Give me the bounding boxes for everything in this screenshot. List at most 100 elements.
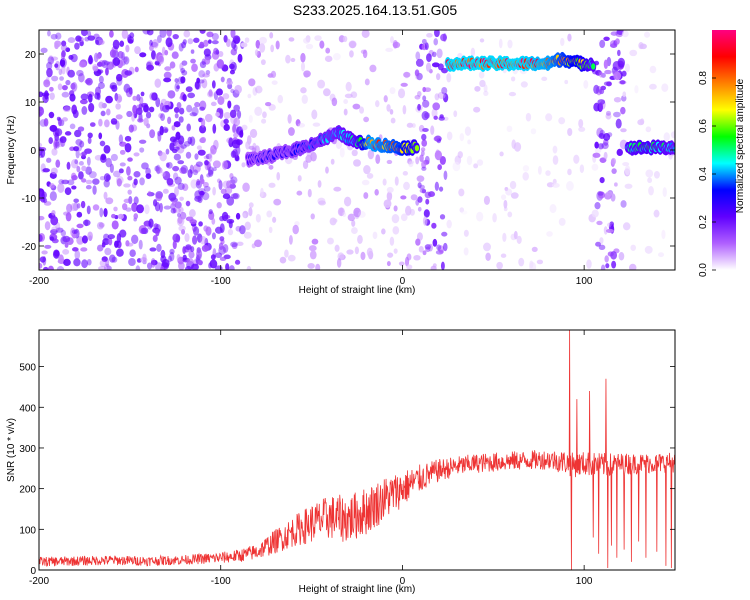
spectrogram-noise-cell [400, 82, 408, 87]
spectrogram-noise-cell [163, 205, 172, 210]
spectrogram-noise-cell [229, 265, 235, 270]
spectrogram-noise-cell [175, 131, 181, 141]
spectrogram-noise-cell [212, 123, 217, 134]
spectrogram-noise-cell [473, 163, 479, 169]
spectrogram-noise-cell [48, 137, 53, 145]
spectrogram-noise-cell [201, 78, 208, 89]
spectrogram-noise-cell [177, 182, 185, 191]
spectrogram-noise-cell [386, 261, 391, 267]
spectrogram-noise-cell [41, 250, 48, 255]
spectrogram-noise-cell [364, 78, 370, 86]
spectrogram-noise-cell [131, 202, 138, 213]
spectrogram-noise-cell [640, 118, 645, 125]
spectrogram-noise-cell [139, 177, 145, 186]
spectrogram-noise-cell [124, 135, 132, 142]
spectrogram-noise-cell [329, 217, 337, 226]
spectrogram-noise-cell [648, 186, 654, 196]
spectrogram-noise-cell [101, 256, 108, 262]
spectrogram-noise-cell [434, 30, 440, 38]
snr-x-tick-label: 100 [576, 576, 593, 587]
spectrogram-noise-cell [178, 225, 186, 232]
spectrogram-noise-cell [663, 132, 670, 142]
spectrogram-noise-cell [187, 92, 196, 99]
spectrogram-noise-cell [163, 77, 172, 83]
spectrogram-noise-cell [644, 245, 653, 254]
spectrogram-noise-cell [174, 176, 182, 185]
spectrogram-noise-cell [647, 177, 653, 184]
spectrogram-noise-cell [185, 151, 192, 159]
spectrogram-noise-cell [166, 178, 174, 186]
spectrogram-noise-cell [300, 61, 306, 72]
spectrogram-noise-cell [311, 238, 319, 245]
spectrogram-noise-cell [374, 188, 379, 196]
spectrogram-noise-cell [169, 142, 175, 151]
spectrogram-noise-cell [305, 43, 314, 50]
spectrogram-noise-cell [598, 244, 606, 251]
spectrogram-noise-cell [50, 167, 58, 175]
spectrogram-noise-cell [386, 159, 393, 165]
spectrogram-noise-cell [88, 102, 95, 113]
spectrogram-noise-cell [203, 185, 211, 192]
spectrogram-noise-cell [363, 192, 369, 199]
spectrogram-noise-cell [275, 40, 280, 50]
spectrogram-noise-cell [415, 238, 421, 246]
spectrogram-noise-cell [212, 186, 216, 196]
spectrogram-noise-cell [350, 91, 358, 99]
spectrogram-noise-cell [434, 181, 440, 192]
spectrogram-noise-cell [268, 104, 276, 111]
spectrogram-noise-cell [437, 91, 446, 100]
spectrogram-noise-cell [624, 183, 633, 189]
spectrogram-noise-cell [143, 105, 150, 113]
spectrogram-noise-cell [219, 223, 225, 234]
spectrogram-noise-cell [189, 219, 197, 225]
spectrogram-noise-cell [343, 108, 348, 116]
spectrogram-noise-cell [216, 201, 222, 209]
spectrogram-noise-cell [421, 139, 428, 147]
spectrogram-noise-cell [164, 49, 169, 56]
spectrogram-noise-cell [74, 159, 79, 165]
spectrogram-noise-cell [202, 73, 210, 78]
spectrogram-noise-cell [56, 266, 65, 270]
spectrogram-noise-cell [202, 181, 209, 188]
spectrogram-noise-cell [59, 58, 66, 67]
spectrogram-noise-cell [87, 231, 93, 241]
spectrogram-noise-cell [437, 164, 442, 171]
spectrogram-noise-cell [357, 234, 363, 244]
spectrogram-noise-cell [630, 244, 636, 251]
spectrogram-noise-cell [39, 142, 43, 148]
spectrogram-noise-cell [268, 226, 273, 234]
spectrogram-noise-cell [201, 244, 209, 252]
spectrogram-noise-cell [44, 244, 52, 249]
spectrogram-noise-cell [112, 57, 121, 66]
spectrogram-noise-cell [203, 39, 209, 47]
spectrogram-noise-cell [165, 37, 173, 48]
spectrogram-noise-cell [312, 122, 321, 127]
spectrogram-noise-cell [225, 38, 231, 48]
spectrogram-noise-cell [318, 200, 326, 206]
spectrogram-noise-cell [80, 247, 88, 252]
spectrogram-noise-cell [180, 76, 186, 84]
spectrogram-noise-cell [139, 147, 145, 153]
spectrogram-noise-cell [235, 212, 241, 220]
spectrogram-noise-cell [432, 238, 438, 247]
spectrogram-noise-cell [103, 60, 110, 66]
spectrogram-noise-cell [369, 64, 377, 73]
spectrogram-noise-cell [342, 211, 347, 217]
spectrogram-noise-cell [165, 148, 170, 155]
spectrogram-noise-cell [143, 117, 149, 127]
spectrogram-noise-cell [59, 76, 64, 81]
spectrogram-noise-cell [334, 244, 340, 252]
spectrogram-noise-cell [215, 112, 220, 117]
spectrogram-noise-cell [151, 50, 156, 60]
spectrogram-noise-cell [325, 166, 329, 174]
spectrogram-noise-cell [42, 197, 48, 204]
spectrogram-noise-cell [442, 32, 447, 42]
spectrogram-noise-cell [194, 153, 199, 160]
snr-panel: -200 -100 0 100 0 100 200 300 400 500 Height of … [6, 329, 676, 595]
spectrogram-noise-cell [342, 35, 348, 43]
spectrogram-noise-cell [361, 179, 370, 186]
spectrogram-noise-cell [390, 36, 394, 44]
spectrogram-noise-cell [75, 35, 82, 42]
spectrogram-noise-cell [79, 140, 85, 148]
spectrogram-noise-cell [422, 86, 427, 93]
